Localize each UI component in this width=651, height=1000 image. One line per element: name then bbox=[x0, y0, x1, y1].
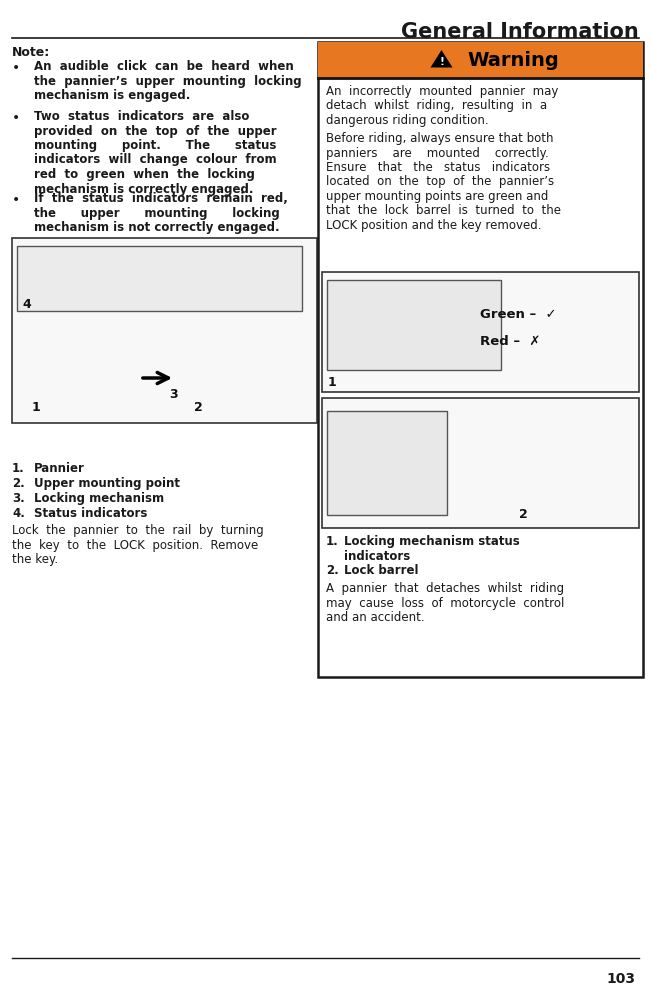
Text: 4: 4 bbox=[22, 298, 31, 311]
Text: LOCK position and the key removed.: LOCK position and the key removed. bbox=[326, 219, 542, 232]
Text: the      upper      mounting      locking: the upper mounting locking bbox=[34, 207, 280, 220]
Text: provided  on  the  top  of  the  upper: provided on the top of the upper bbox=[34, 124, 277, 137]
Text: the key.: the key. bbox=[12, 553, 58, 566]
Text: Two  status  indicators  are  also: Two status indicators are also bbox=[34, 110, 249, 123]
Text: If  the  status  indicators  remain  red,: If the status indicators remain red, bbox=[34, 192, 288, 205]
Text: located  on  the  top  of  the  pannier’s: located on the top of the pannier’s bbox=[326, 176, 554, 188]
Text: General Information: General Information bbox=[401, 22, 639, 42]
Text: 1.: 1. bbox=[12, 462, 25, 475]
Text: Locking mechanism status: Locking mechanism status bbox=[344, 535, 519, 548]
FancyBboxPatch shape bbox=[322, 272, 639, 392]
Text: •: • bbox=[12, 111, 20, 125]
Text: Upper mounting point: Upper mounting point bbox=[34, 477, 180, 490]
FancyBboxPatch shape bbox=[17, 246, 302, 311]
Text: the  pannier’s  upper  mounting  locking: the pannier’s upper mounting locking bbox=[34, 75, 301, 88]
Text: mechanism is correctly engaged.: mechanism is correctly engaged. bbox=[34, 182, 253, 196]
Text: 1: 1 bbox=[32, 401, 41, 414]
Text: indicators: indicators bbox=[344, 550, 410, 562]
Text: detach  whilst  riding,  resulting  in  a: detach whilst riding, resulting in a bbox=[326, 100, 547, 112]
Text: Green –  ✓: Green – ✓ bbox=[480, 308, 557, 321]
Text: Note:: Note: bbox=[12, 46, 50, 59]
Text: and an accident.: and an accident. bbox=[326, 611, 424, 624]
Text: indicators  will  change  colour  from: indicators will change colour from bbox=[34, 153, 277, 166]
Text: 3: 3 bbox=[169, 388, 178, 401]
FancyBboxPatch shape bbox=[327, 411, 447, 515]
Text: !: ! bbox=[439, 57, 444, 67]
Text: Locking mechanism: Locking mechanism bbox=[34, 492, 164, 505]
FancyBboxPatch shape bbox=[318, 42, 643, 78]
Text: Red –  ✗: Red – ✗ bbox=[480, 334, 541, 347]
Text: may  cause  loss  of  motorcycle  control: may cause loss of motorcycle control bbox=[326, 596, 564, 609]
Text: dangerous riding condition.: dangerous riding condition. bbox=[326, 114, 489, 127]
Text: 1: 1 bbox=[328, 376, 337, 389]
Text: upper mounting points are green and: upper mounting points are green and bbox=[326, 190, 548, 203]
Text: 4.: 4. bbox=[12, 507, 25, 520]
FancyBboxPatch shape bbox=[327, 280, 501, 370]
Text: Lock  the  pannier  to  the  rail  by  turning: Lock the pannier to the rail by turning bbox=[12, 524, 264, 537]
Text: 1.: 1. bbox=[326, 535, 339, 548]
Text: mechanism is engaged.: mechanism is engaged. bbox=[34, 89, 190, 102]
Text: the  key  to  the  LOCK  position.  Remove: the key to the LOCK position. Remove bbox=[12, 538, 258, 552]
Text: 3.: 3. bbox=[12, 492, 25, 505]
FancyBboxPatch shape bbox=[322, 398, 639, 528]
Text: 2: 2 bbox=[194, 401, 202, 414]
Text: red  to  green  when  the  locking: red to green when the locking bbox=[34, 168, 255, 181]
Text: Before riding, always ensure that both: Before riding, always ensure that both bbox=[326, 132, 553, 145]
Text: An  incorrectly  mounted  pannier  may: An incorrectly mounted pannier may bbox=[326, 85, 559, 98]
Text: Lock barrel: Lock barrel bbox=[344, 564, 419, 577]
Text: Ensure   that   the   status   indicators: Ensure that the status indicators bbox=[326, 161, 550, 174]
Text: An  audible  click  can  be  heard  when: An audible click can be heard when bbox=[34, 60, 294, 73]
Text: 2: 2 bbox=[519, 508, 527, 521]
Text: Pannier: Pannier bbox=[34, 462, 85, 475]
FancyBboxPatch shape bbox=[318, 42, 643, 677]
Text: 103: 103 bbox=[606, 972, 635, 986]
Text: panniers    are    mounted    correctly.: panniers are mounted correctly. bbox=[326, 146, 549, 159]
Text: 2.: 2. bbox=[326, 564, 339, 577]
Text: A  pannier  that  detaches  whilst  riding: A pannier that detaches whilst riding bbox=[326, 582, 564, 595]
Text: Status indicators: Status indicators bbox=[34, 507, 147, 520]
Text: 2.: 2. bbox=[12, 477, 25, 490]
Text: •: • bbox=[12, 193, 20, 207]
Polygon shape bbox=[430, 50, 452, 68]
Text: Warning: Warning bbox=[467, 50, 559, 70]
Text: •: • bbox=[12, 61, 20, 75]
Text: that  the  lock  barrel  is  turned  to  the: that the lock barrel is turned to the bbox=[326, 205, 561, 218]
Text: mounting      point.      The      status: mounting point. The status bbox=[34, 139, 277, 152]
FancyBboxPatch shape bbox=[12, 238, 317, 423]
Text: mechanism is not correctly engaged.: mechanism is not correctly engaged. bbox=[34, 221, 280, 234]
